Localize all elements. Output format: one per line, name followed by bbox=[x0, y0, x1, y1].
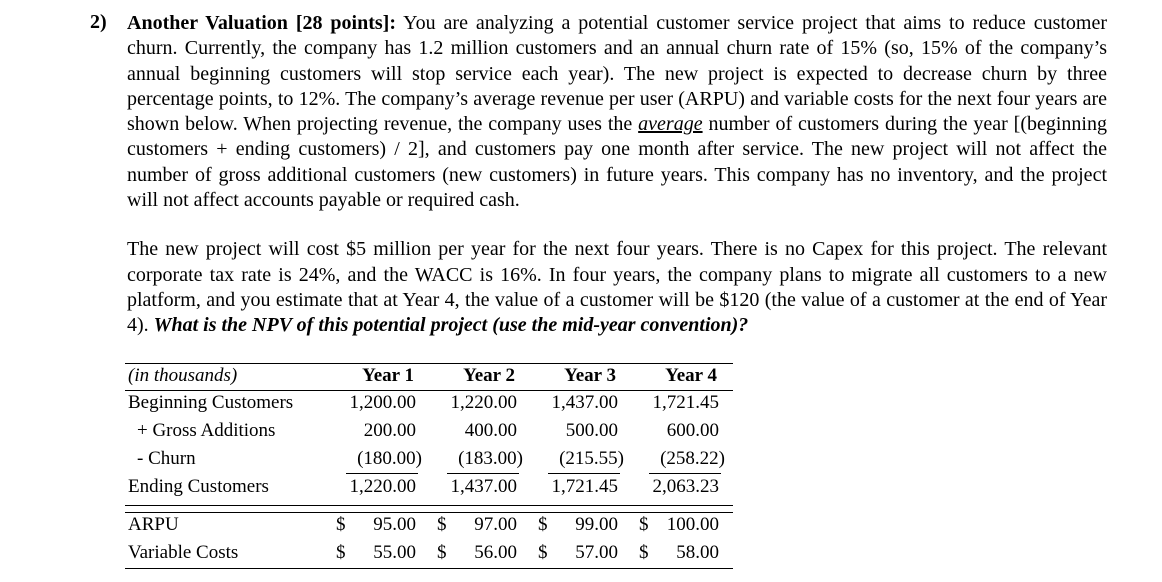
cell-value: 56.00 bbox=[474, 542, 517, 563]
cell-value: 1,437.00 bbox=[450, 476, 518, 497]
currency-symbol: $ bbox=[336, 514, 346, 535]
row-label: Beginning Customers bbox=[128, 392, 294, 413]
text: The new project will cost $5 million per… bbox=[127, 238, 1107, 337]
cell-value: 500.00 bbox=[565, 420, 618, 441]
cell-value: 1,220.00 bbox=[450, 392, 518, 413]
cell-value: 95.00 bbox=[373, 514, 416, 535]
header-label: (in thousands) bbox=[128, 365, 238, 386]
cell-value: 2,063.23 bbox=[652, 476, 720, 497]
text: number of customers during the year [(be… bbox=[127, 113, 1107, 212]
currency-symbol: $ bbox=[639, 542, 649, 563]
cell-value: 55.00 bbox=[373, 542, 416, 563]
row-label: Variable Costs bbox=[128, 542, 239, 563]
currency-symbol: $ bbox=[336, 542, 346, 563]
cell-value: 1,200.00 bbox=[349, 392, 417, 413]
paragraph: The new project will cost $5 million per… bbox=[127, 237, 1107, 338]
cell-value: 1,220.00 bbox=[349, 476, 417, 497]
column-header: Year 1 bbox=[362, 365, 414, 386]
emphasis: average bbox=[638, 113, 703, 136]
currency-symbol: $ bbox=[639, 514, 649, 535]
table-rule bbox=[125, 568, 733, 569]
question-title: Another Valuation [28 points]: bbox=[127, 12, 396, 34]
cell-value: 200.00 bbox=[363, 420, 416, 441]
cell-value: 400.00 bbox=[464, 420, 517, 441]
cell-value: 1,437.00 bbox=[551, 392, 619, 413]
table-rule bbox=[125, 512, 733, 513]
cell-value: 600.00 bbox=[666, 420, 719, 441]
row-label: - Churn bbox=[137, 448, 196, 469]
cell-value: (258.22) bbox=[660, 448, 725, 469]
row-label: + Gross Additions bbox=[137, 420, 276, 441]
underline bbox=[548, 473, 620, 474]
data-table: (in thousands) Year 1 Year 2 Year 3 Year 4 Be… bbox=[125, 362, 733, 572]
cell-value: (183.00) bbox=[458, 448, 523, 469]
column-header: Year 2 bbox=[463, 365, 515, 386]
cell-value: 58.00 bbox=[676, 542, 719, 563]
underline bbox=[447, 473, 519, 474]
currency-symbol: $ bbox=[437, 514, 447, 535]
cell-value: 100.00 bbox=[666, 514, 719, 535]
table-rule bbox=[125, 390, 733, 391]
underline bbox=[346, 473, 418, 474]
cell-value: 97.00 bbox=[474, 514, 517, 535]
cell-value: 57.00 bbox=[575, 542, 618, 563]
table-rule bbox=[125, 363, 733, 364]
row-label: ARPU bbox=[128, 514, 179, 535]
currency-symbol: $ bbox=[437, 542, 447, 563]
paragraph: Another Valuation [28 points]: You are a… bbox=[127, 11, 1107, 213]
question-prompt: What is the NPV of this potential projec… bbox=[153, 314, 749, 337]
question-number: 2) bbox=[90, 11, 107, 33]
question-text: Another Valuation [28 points]: You are a… bbox=[127, 11, 1107, 363]
cell-value: (215.55) bbox=[559, 448, 624, 469]
currency-symbol: $ bbox=[538, 542, 548, 563]
text: You are analyzing a potential customer s… bbox=[127, 12, 1107, 136]
cell-value: 99.00 bbox=[575, 514, 618, 535]
currency-symbol: $ bbox=[538, 514, 548, 535]
row-label: Ending Customers bbox=[128, 476, 269, 497]
cell-value: (180.00) bbox=[357, 448, 422, 469]
column-header: Year 3 bbox=[564, 365, 616, 386]
cell-value: 1,721.45 bbox=[652, 392, 720, 413]
table-rule bbox=[125, 505, 733, 506]
column-header: Year 4 bbox=[665, 365, 717, 386]
cell-value: 1,721.45 bbox=[551, 476, 619, 497]
underline bbox=[649, 473, 721, 474]
